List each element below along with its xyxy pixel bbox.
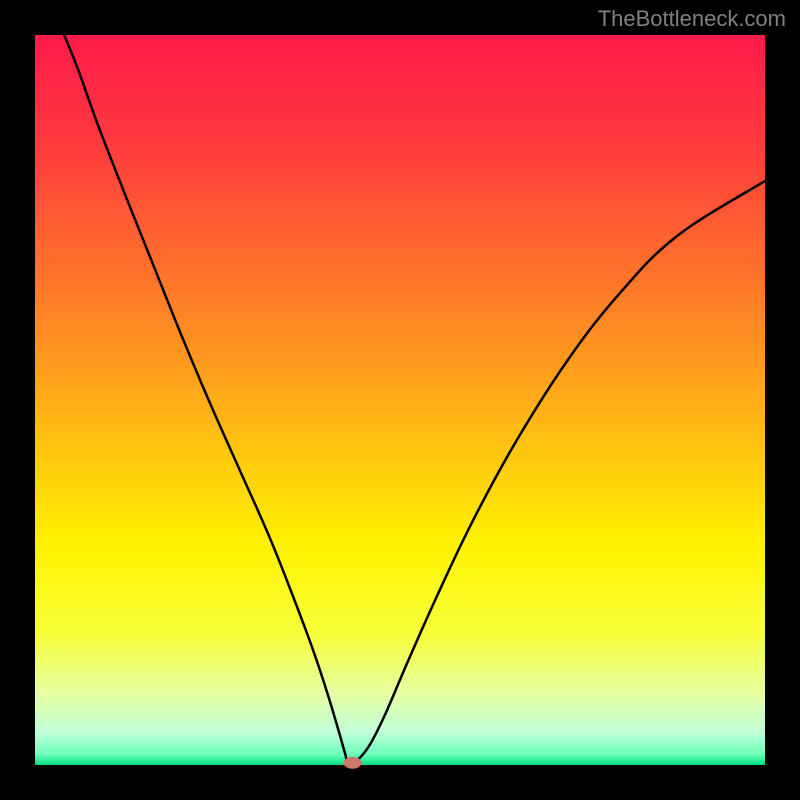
plot-background [35, 35, 765, 765]
watermark-text: TheBottleneck.com [598, 6, 786, 32]
chart-container: TheBottleneck.com [0, 0, 800, 800]
optimal-point-marker [344, 757, 362, 769]
bottleneck-chart [0, 0, 800, 800]
